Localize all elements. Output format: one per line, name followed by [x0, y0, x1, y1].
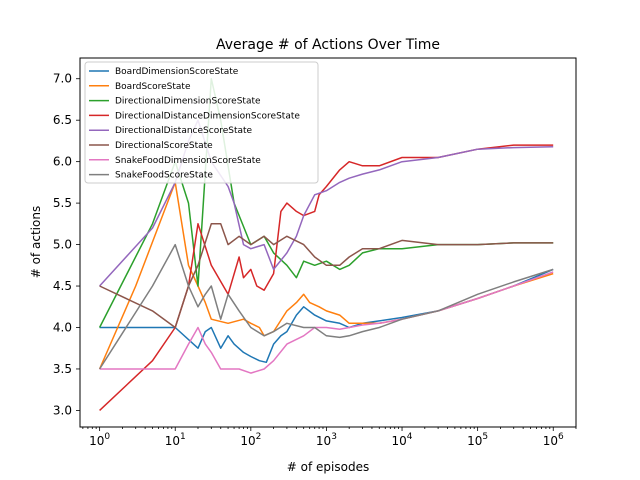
series-line-2 [98, 77, 554, 328]
legend-frame [84, 61, 319, 184]
y-tick-label: 6.0 [53, 155, 72, 169]
x-tick-label: 103 [316, 432, 337, 448]
series-line-7 [98, 243, 554, 370]
y-tick-label: 7.0 [53, 72, 72, 86]
y-tick-label: 5.0 [53, 238, 72, 252]
series-line-3 [99, 144, 554, 411]
legend-label-0: BoardDimensionScoreState [115, 67, 239, 77]
y-axis-label: # of actions [29, 206, 43, 278]
legend-label-4: DirectionalDistanceScoreState [115, 126, 253, 136]
series-line-5 [99, 223, 554, 329]
x-tick-label: 102 [240, 432, 261, 448]
x-tick-label: 106 [543, 432, 564, 448]
x-axis: 100 101 102 103 104 105 106 [82, 427, 577, 448]
legend-label-3: DirectionalDistanceDimensionScoreState [115, 111, 300, 121]
y-axis: 3.0 3.5 4.0 4.5 5.0 5.5 6.0 6.5 7.0 [53, 72, 80, 417]
y-tick-label: 6.5 [53, 113, 72, 127]
y-tick-label: 4.0 [53, 320, 72, 334]
chart-title: Average # of Actions Over Time [216, 37, 440, 53]
x-tick-label: 101 [165, 432, 186, 448]
y-tick-label: 3.5 [53, 362, 72, 376]
y-tick-label: 4.5 [53, 279, 72, 293]
x-tick-label: 105 [467, 432, 488, 448]
series-line-1 [98, 181, 554, 370]
x-tick-label: 104 [392, 432, 413, 448]
series-line-0 [99, 268, 554, 364]
legend-label-2: DirectionalDimensionScoreState [115, 97, 261, 107]
legend-label-5: DirectionalScoreState [115, 141, 213, 151]
x-tick-label: 100 [89, 432, 110, 448]
y-tick-label: 5.5 [53, 196, 72, 210]
y-tick-label: 3.0 [53, 403, 72, 417]
legend: BoardDimensionScoreState BoardScoreState D… [84, 61, 319, 184]
legend-label-6: SnakeFoodDimensionScoreState [115, 156, 261, 166]
legend-label-7: SnakeFoodScoreState [115, 171, 213, 181]
x-axis-label: # of episodes [287, 460, 369, 474]
plot-frame [79, 57, 577, 428]
legend-label-1: BoardScoreState [115, 82, 191, 92]
plot-area [79, 57, 577, 428]
